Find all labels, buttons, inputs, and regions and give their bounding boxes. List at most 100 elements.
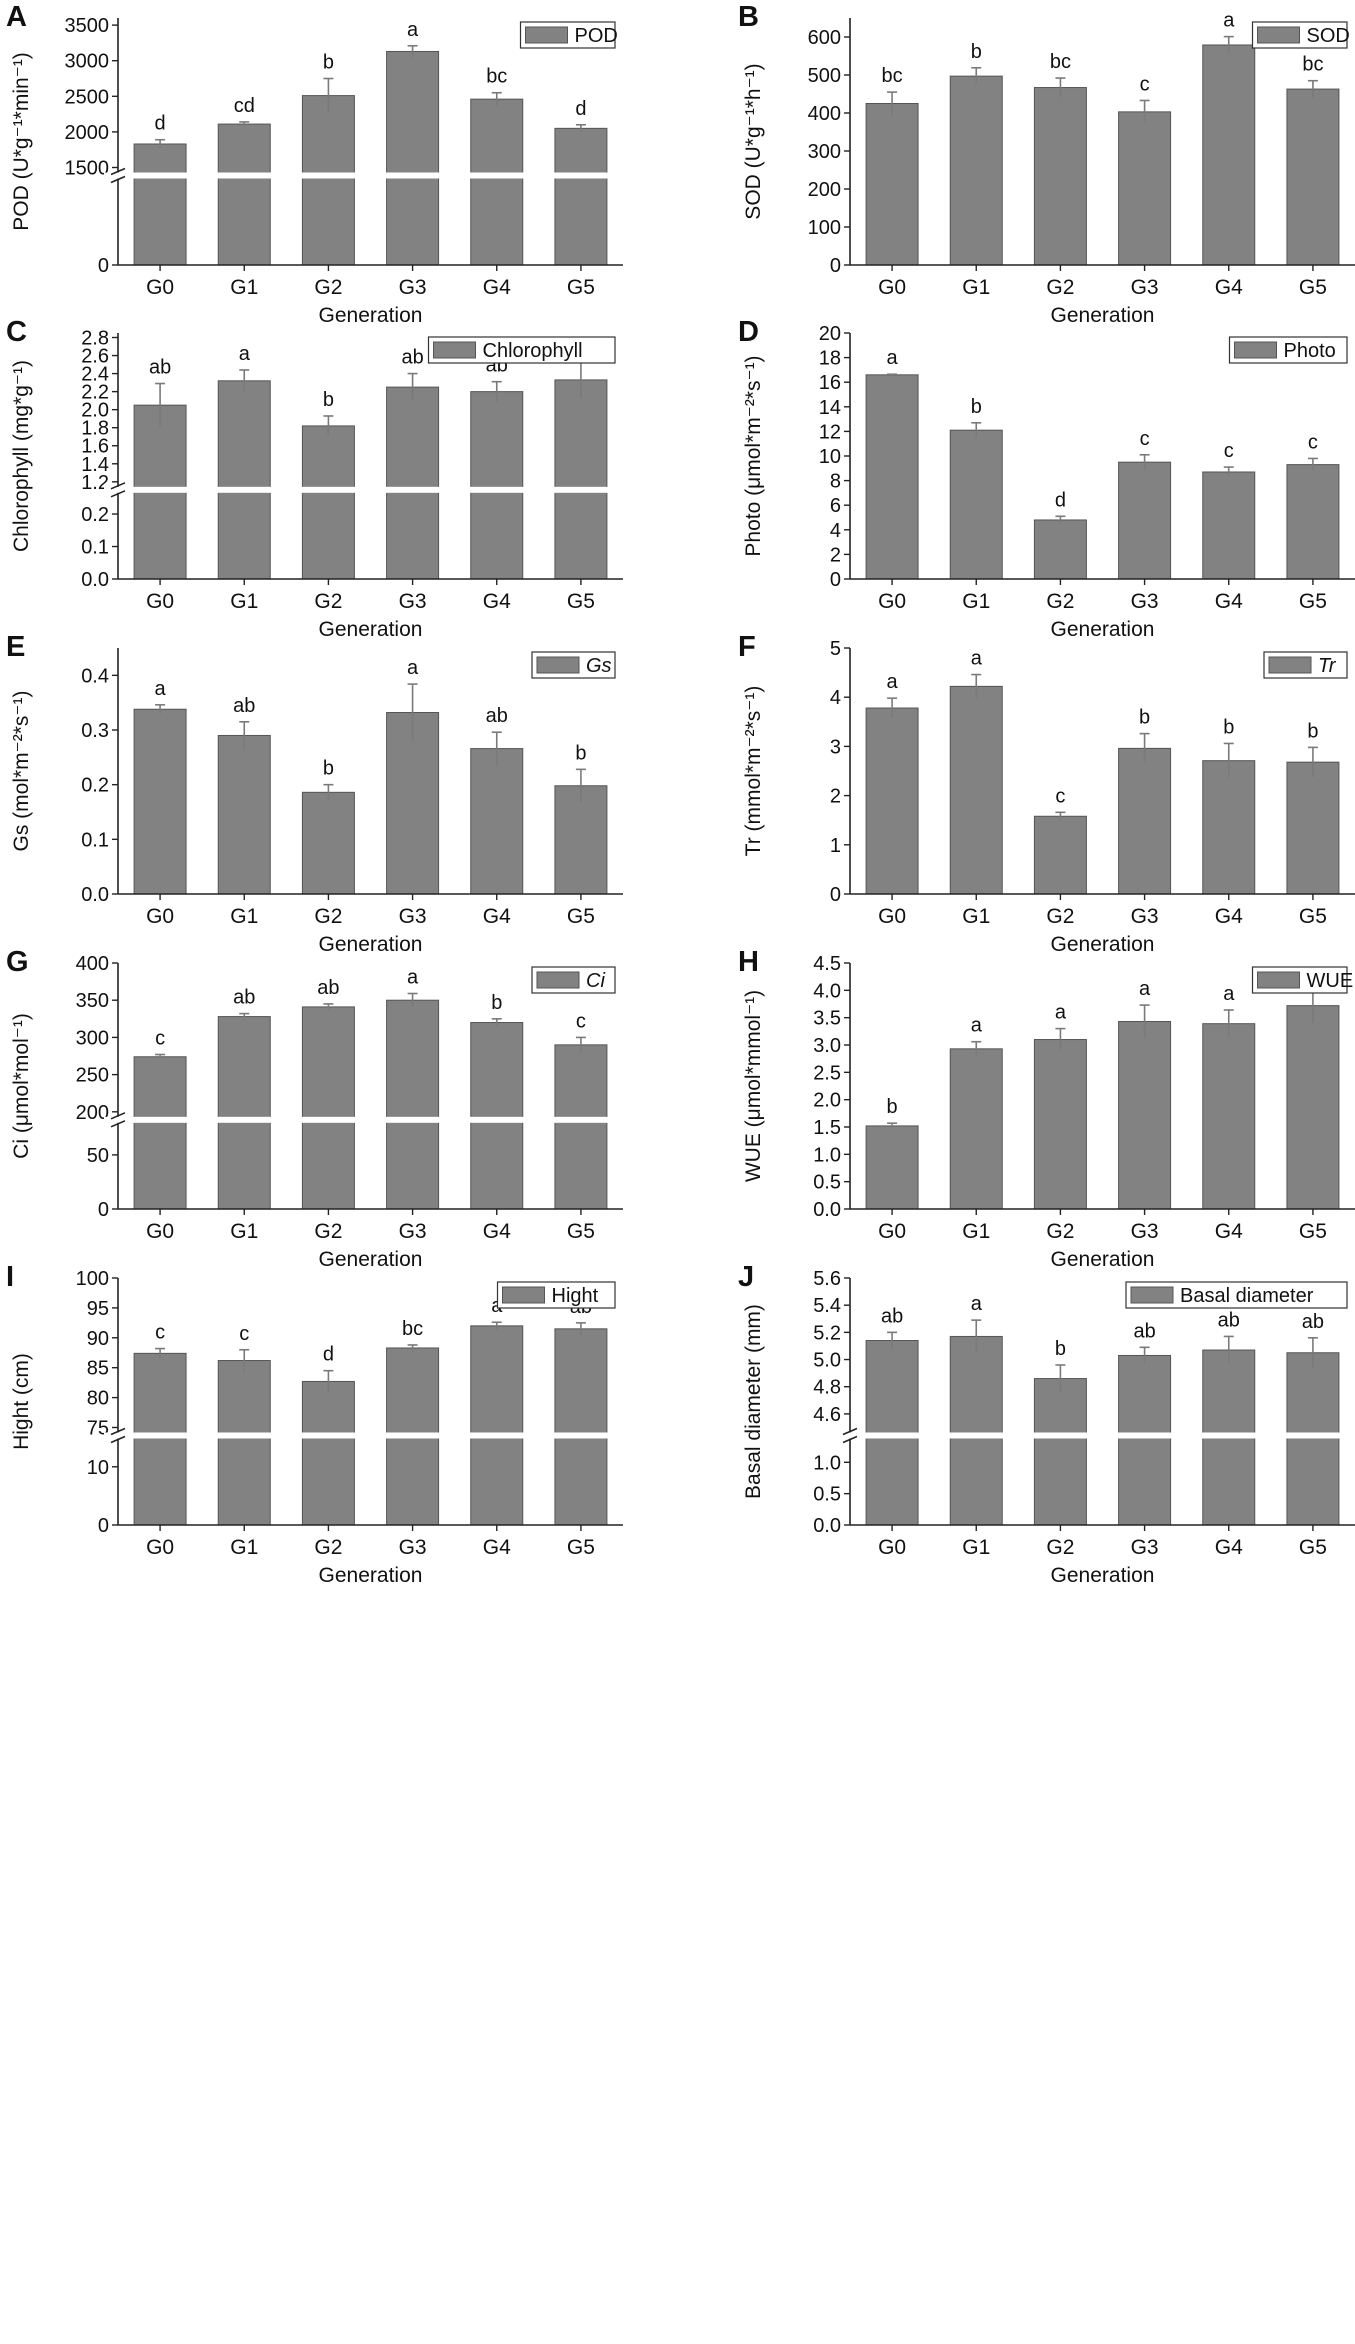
y-tick-label: 0.2 <box>81 775 109 797</box>
bar <box>386 712 440 895</box>
x-tick-label: G4 <box>1215 905 1243 928</box>
y-tick-label: 0.5 <box>813 1484 841 1506</box>
bar <box>301 1006 355 1210</box>
panel-label: A <box>6 1 27 33</box>
y-tick-label: 18 <box>819 348 841 370</box>
x-tick-label: G0 <box>146 905 174 928</box>
x-tick-label: G1 <box>230 276 258 299</box>
axis-break-slash <box>110 1435 126 1444</box>
legend-swatch <box>536 656 580 674</box>
x-axis-label: Generation <box>1051 1248 1155 1271</box>
y-tick-label: 3500 <box>65 15 110 37</box>
y-tick-label: 4 <box>830 520 841 542</box>
significance-letter: a <box>1223 983 1235 1005</box>
y-axis-label: Basal diameter (mm) <box>742 1304 765 1499</box>
significance-letter: b <box>1223 716 1234 738</box>
x-tick-label: G4 <box>483 1536 511 1559</box>
y-tick-label: 2 <box>830 544 841 566</box>
significance-letter: b <box>971 41 982 63</box>
panel-label: B <box>738 1 759 33</box>
bar <box>1286 1005 1340 1210</box>
bar <box>301 791 355 895</box>
x-tick-label: G2 <box>314 1220 342 1243</box>
significance-letter: a <box>407 967 419 989</box>
bar <box>470 98 524 266</box>
x-tick-label: G5 <box>1299 1220 1327 1243</box>
significance-letter: c <box>1308 431 1318 453</box>
y-tick-label: 250 <box>76 1065 109 1087</box>
y-tick-label: 5.4 <box>813 1295 841 1317</box>
bar <box>1118 747 1172 895</box>
panel-label: F <box>738 631 756 663</box>
y-tick-label: 350 <box>76 990 109 1012</box>
legend-label: POD <box>575 25 618 47</box>
y-tick-label: 0 <box>98 255 109 277</box>
y-tick-label: 6 <box>830 495 841 517</box>
bar <box>301 425 355 580</box>
significance-letter: d <box>575 98 586 120</box>
x-tick-label: G4 <box>1215 1536 1243 1559</box>
y-tick-label: 5.0 <box>813 1350 841 1372</box>
significance-letter: bc <box>1302 54 1323 76</box>
y-tick-label: 0.1 <box>81 537 109 559</box>
y-axis-label: Chlorophyll (mg*g⁻¹) <box>10 360 33 552</box>
y-tick-label: 16 <box>819 372 841 394</box>
axis-break-slash <box>110 175 126 184</box>
x-tick-label: G4 <box>483 276 511 299</box>
x-tick-label: G2 <box>1046 1536 1074 1559</box>
significance-letter: a <box>1139 978 1151 1000</box>
y-tick-label: 5.2 <box>813 1322 841 1344</box>
bar <box>133 1056 187 1210</box>
significance-letter: b <box>575 742 586 764</box>
x-tick-label: G2 <box>1046 590 1074 613</box>
significance-letter: cd <box>234 95 255 117</box>
bar <box>865 707 919 895</box>
y-tick-label: 80 <box>87 1388 109 1410</box>
significance-letter: c <box>155 1322 165 1344</box>
bar <box>1286 761 1340 895</box>
bar <box>949 1048 1003 1210</box>
y-tick-label: 2 <box>830 786 841 808</box>
legend-label: Hight <box>552 1285 599 1307</box>
x-tick-label: G5 <box>567 1220 595 1243</box>
panel-label: H <box>738 946 759 978</box>
legend-label: Chlorophyll <box>483 340 583 362</box>
bar <box>1033 1039 1087 1210</box>
significance-letter: b <box>1055 1338 1066 1360</box>
axis-break-slash <box>842 1427 858 1436</box>
y-tick-label: 0.0 <box>81 569 109 591</box>
bar <box>470 1022 524 1210</box>
x-tick-label: G3 <box>399 1536 427 1559</box>
significance-letter: a <box>887 671 899 693</box>
significance-letter: ab <box>881 1305 903 1327</box>
y-tick-label: 14 <box>819 397 841 419</box>
x-axis-label: Generation <box>1051 1564 1155 1587</box>
y-axis-label: SOD (U*g⁻¹*h⁻¹) <box>742 63 765 219</box>
y-tick-label: 0.5 <box>813 1172 841 1194</box>
axis-break-gap <box>104 486 623 493</box>
y-tick-label: 0.0 <box>81 884 109 906</box>
y-tick-label: 1.6 <box>81 436 109 458</box>
bar <box>1118 1354 1172 1526</box>
x-tick-label: G5 <box>1299 905 1327 928</box>
axis-break-slash <box>110 1112 126 1120</box>
significance-letter: a <box>239 343 251 365</box>
significance-letter: a <box>971 648 983 670</box>
significance-letter: c <box>1224 440 1234 462</box>
bar <box>1033 87 1087 266</box>
axis-break-gap <box>104 1116 623 1123</box>
y-axis-label: Hight (cm) <box>10 1353 33 1450</box>
x-axis-label: Generation <box>319 304 423 327</box>
significance-letter: a <box>1055 1002 1067 1024</box>
bar <box>133 143 187 266</box>
y-tick-label: 2.8 <box>81 328 109 350</box>
panel-label: I <box>6 1261 14 1293</box>
significance-letter: ab <box>1218 1309 1240 1331</box>
bar <box>1033 1378 1087 1526</box>
x-tick-label: G1 <box>230 590 258 613</box>
panel-label: G <box>6 946 29 978</box>
